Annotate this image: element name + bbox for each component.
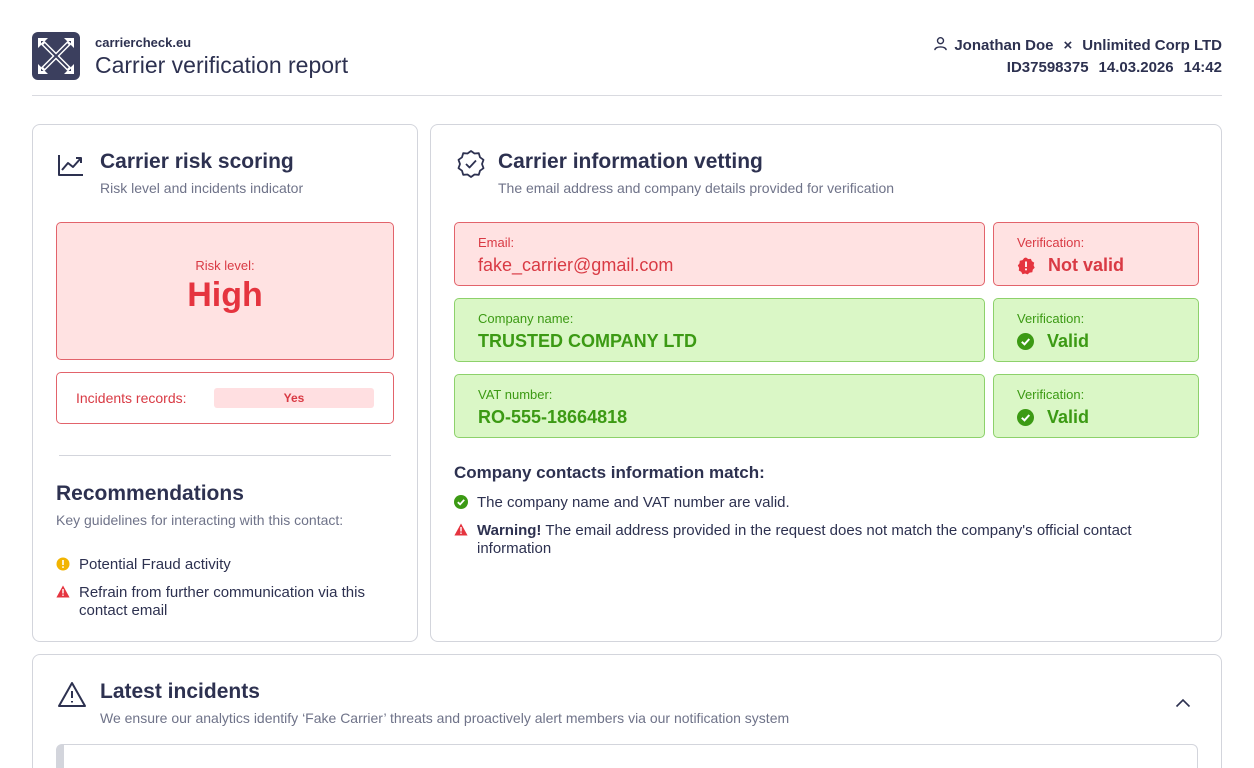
trend-chart-icon (57, 153, 85, 182)
verification-status: Not valid (1017, 255, 1124, 276)
verification-label: Verification: (1017, 235, 1085, 250)
information-vetting-card: Carrier information vetting The email ad… (430, 124, 1222, 642)
risk-level-label: Risk level: (195, 258, 255, 273)
verification-status-text: Not valid (1048, 255, 1125, 275)
verification-status-text: Valid (1047, 407, 1090, 427)
latest-incidents-card: Latest incidents We ensure our analytics… (32, 654, 1222, 768)
vat-number-verification: Verification: Valid (993, 374, 1199, 438)
site-domain: carriercheck.eu (95, 35, 192, 50)
check-circle-icon (454, 494, 468, 514)
user-name[interactable]: Jonathan Doe (954, 37, 1054, 54)
recommendations-title: Recommendations (56, 482, 244, 505)
recommendation-text: Potential Fraud activity (79, 556, 231, 573)
alert-triangle-icon (454, 522, 468, 558)
report-date: 14.03.2026 (1098, 59, 1174, 76)
page-title: Carrier verification report (95, 52, 349, 78)
match-item: Warning! The email address provided in t… (454, 522, 1199, 558)
risk-level-value: High (187, 276, 263, 314)
vetting-card-title: Carrier information vetting (498, 150, 763, 173)
verification-label: Verification: (1017, 311, 1085, 326)
error-circle-icon (1017, 257, 1035, 275)
company-name-label: Company name: (478, 311, 574, 326)
user-info: Jonathan Doe × Unlimited Corp LTD (933, 36, 1222, 55)
divider (59, 455, 391, 456)
match-text-container: Warning! The email address provided in t… (477, 522, 1199, 558)
verification-status-text: Valid (1047, 331, 1090, 351)
match-text: The email address provided in the reques… (477, 522, 1132, 557)
report-header: carriercheck.eu Carrier verification rep… (32, 32, 1222, 96)
warning-circle-icon (56, 556, 70, 576)
verification-status: Valid (1017, 407, 1089, 428)
incidents-label: Incidents records: (76, 390, 187, 406)
alert-triangle-icon (56, 584, 70, 620)
recommendation-text: Refrain from further communication via t… (79, 584, 365, 619)
vetting-card-subtitle: The email address and company details pr… (498, 180, 895, 196)
match-item: The company name and VAT number are vali… (454, 494, 1199, 514)
check-circle-icon (1017, 409, 1034, 426)
report-id: ID37598375 (1006, 59, 1089, 76)
company-name-verification: Verification: Valid (993, 298, 1199, 362)
company-name: Unlimited Corp LTD (1082, 37, 1222, 54)
risk-card-subtitle: Risk level and incidents indicator (100, 180, 304, 196)
verification-label: Verification: (1017, 387, 1085, 402)
incidents-card-subtitle: We ensure our analytics identify ‘Fake C… (100, 710, 790, 726)
check-circle-icon (1017, 333, 1034, 350)
risk-card-title: Carrier risk scoring (100, 150, 294, 173)
report-meta: ID37598375 14.03.2026 14:42 (1007, 59, 1222, 76)
vat-number-field: VAT number: RO-555-18664818 (454, 374, 985, 438)
carriercheck-logo (32, 32, 80, 80)
user-icon (933, 36, 948, 55)
recommendation-item: Potential Fraud activity (56, 556, 386, 576)
incidents-records-box: Incidents records: Yes (56, 372, 394, 424)
report-time: 14:42 (1183, 59, 1222, 76)
email-label: Email: (478, 235, 515, 250)
email-value: fake_carrier@gmail.com (478, 255, 674, 275)
email-field: Email: fake_carrier@gmail.com (454, 222, 985, 286)
company-name-value: TRUSTED COMPANY LTD (478, 331, 697, 351)
contacts-match-title: Company contacts information match: (454, 463, 765, 482)
recommendations-subtitle: Key guidelines for interacting with this… (56, 512, 344, 528)
risk-level-box: Risk level: High (56, 222, 394, 360)
risk-scoring-card: Carrier risk scoring Risk level and inci… (32, 124, 418, 642)
email-verification: Verification: Not valid (993, 222, 1199, 286)
warning-label: Warning! (477, 522, 542, 539)
verification-status: Valid (1017, 331, 1089, 352)
warning-triangle-icon (57, 681, 87, 713)
company-name-field: Company name: TRUSTED COMPANY LTD (454, 298, 985, 362)
chevron-up-icon[interactable] (1175, 695, 1191, 713)
separator: × (1063, 37, 1073, 54)
incident-item[interactable] (56, 744, 1198, 768)
verified-badge-icon (456, 149, 486, 184)
incidents-badge: Yes (214, 388, 374, 408)
incidents-card-title: Latest incidents (100, 680, 260, 703)
vat-number-value: RO-555-18664818 (478, 407, 628, 427)
match-text: The company name and VAT number are vali… (477, 494, 790, 511)
vat-number-label: VAT number: (478, 387, 553, 402)
recommendation-item: Refrain from further communication via t… (56, 584, 386, 620)
